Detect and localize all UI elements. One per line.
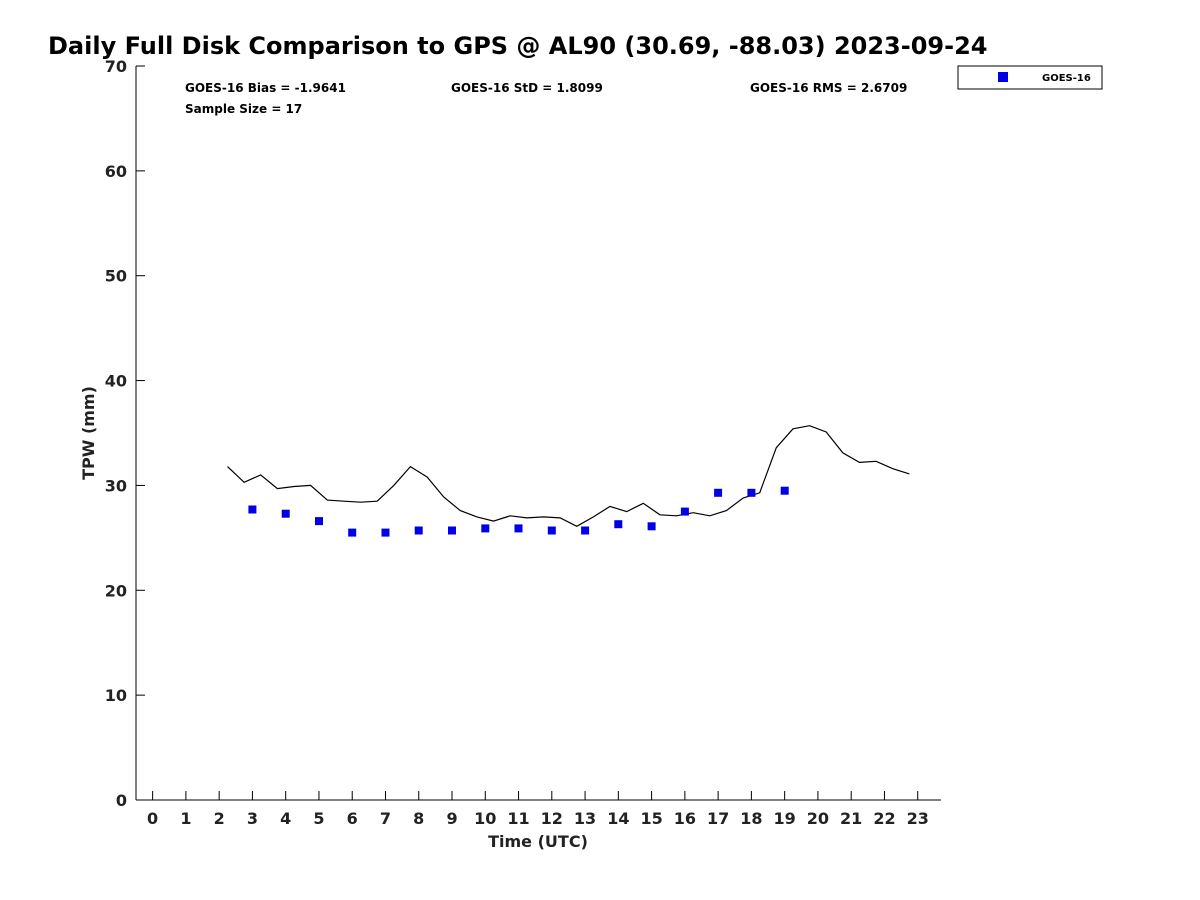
y-tick-label: 40 — [105, 372, 127, 391]
x-tick-label: 23 — [907, 809, 929, 828]
x-tick-label: 13 — [574, 809, 596, 828]
legend-box — [957, 65, 1103, 90]
x-tick-label: 10 — [474, 809, 496, 828]
x-tick-label: 4 — [280, 809, 291, 828]
x-axis-label: Time (UTC) — [488, 832, 588, 851]
x-tick-label: 7 — [380, 809, 391, 828]
goes16-point — [381, 528, 390, 537]
legend-label: GOES-16 — [1042, 73, 1091, 84]
goes16-point — [348, 528, 357, 537]
x-tick-label: 5 — [313, 809, 324, 828]
x-tick-label: 20 — [807, 809, 829, 828]
x-axis-ticks: 0 1 2 3 4 5 6 7 8 9 10 11 12 13 14 15 16 17 18 19 20 21 22 23 — [147, 791, 929, 828]
y-tick-label: 10 — [105, 686, 127, 705]
x-tick-label: 0 — [147, 809, 158, 828]
x-tick-label: 22 — [873, 809, 895, 828]
stat-rms: GOES-16 RMS = 2.6709 — [750, 81, 907, 95]
x-tick-label: 18 — [740, 809, 762, 828]
x-tick-label: 3 — [247, 809, 258, 828]
x-tick-label: 19 — [774, 809, 796, 828]
x-tick-label: 9 — [446, 809, 457, 828]
y-axis-ticks: 0 10 20 30 40 50 60 70 — [105, 57, 145, 810]
x-tick-label: 1 — [180, 809, 191, 828]
y-tick-label: 20 — [105, 581, 127, 600]
goes16-point — [514, 524, 523, 533]
goes16-point — [614, 520, 623, 529]
y-tick-label: 0 — [116, 791, 127, 810]
y-tick-label: 60 — [105, 162, 127, 181]
goes16-point — [747, 488, 756, 497]
x-tick-label: 14 — [607, 809, 629, 828]
goes16-point — [481, 524, 490, 533]
goes16-point — [414, 526, 423, 535]
goes16-point — [448, 526, 456, 535]
x-tick-label: 16 — [674, 809, 696, 828]
x-tick-label: 11 — [507, 809, 529, 828]
x-tick-label: 15 — [640, 809, 662, 828]
y-tick-label: 30 — [105, 476, 127, 495]
goes16-point — [547, 526, 556, 535]
goes16-point — [315, 517, 323, 526]
legend-marker — [998, 72, 1008, 82]
x-tick-label: 17 — [707, 809, 729, 828]
stat-sample-size: Sample Size = 17 — [185, 102, 302, 116]
x-tick-label: 8 — [413, 809, 424, 828]
goes16-point — [714, 488, 723, 497]
axes — [135, 66, 941, 801]
y-axis-label: TPW (mm) — [79, 386, 98, 480]
y-tick-label: 70 — [105, 57, 127, 76]
goes16-point — [248, 505, 257, 514]
goes16-point — [780, 486, 789, 495]
x-tick-label: 2 — [214, 809, 225, 828]
chart-title: Daily Full Disk Comparison to GPS @ AL90… — [48, 32, 987, 60]
goes16-point — [281, 509, 290, 518]
goes16-point — [647, 522, 656, 531]
goes16-point — [680, 507, 689, 516]
stat-std: GOES-16 StD = 1.8099 — [451, 81, 603, 95]
legend: GOES-16 — [957, 65, 1103, 90]
x-tick-label: 21 — [840, 809, 862, 828]
x-tick-label: 12 — [541, 809, 563, 828]
y-tick-label: 50 — [105, 267, 127, 286]
x-tick-label: 6 — [347, 809, 358, 828]
series-layer — [227, 425, 910, 537]
gps-series-line — [227, 425, 910, 527]
stat-bias: GOES-16 Bias = -1.9641 — [185, 81, 346, 95]
goes16-point — [581, 526, 590, 535]
